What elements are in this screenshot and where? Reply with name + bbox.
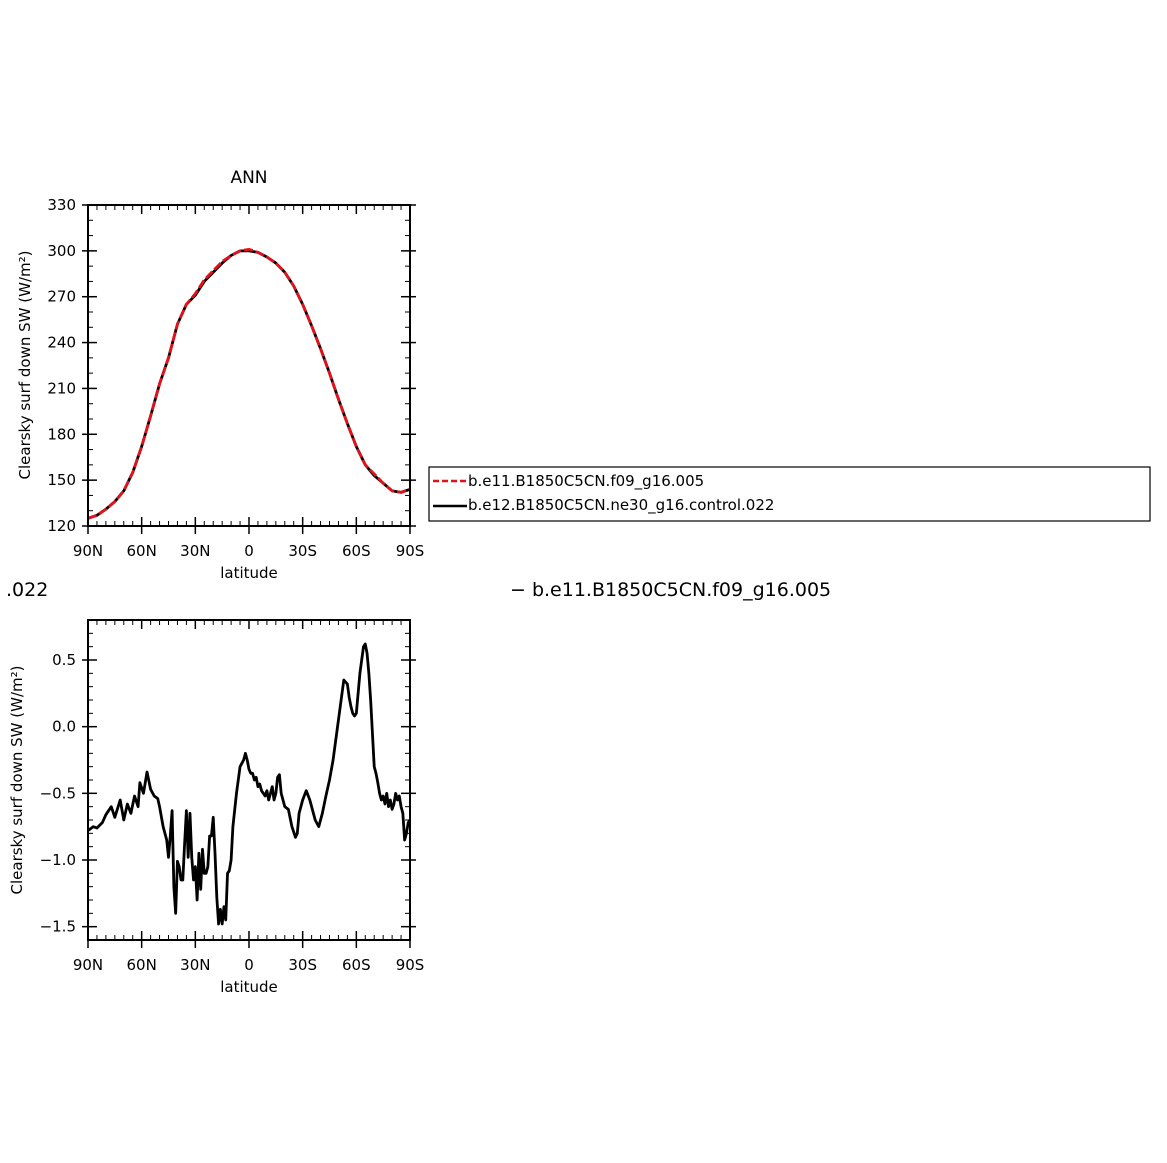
top-axes: 90N 60N 30N 0 30S 60S 90S 120 150 180 210 240 270 300… — [47, 196, 424, 560]
x-tick-label: 90N — [73, 956, 103, 974]
bottom-series-group — [87, 642, 412, 926]
fragment-right-text: − b.e11.B1850C5CN.f09_g16.005 — [510, 579, 831, 601]
top-series-group — [87, 247, 411, 520]
x-tick-label: 0 — [244, 542, 254, 560]
series-line-1 — [87, 642, 412, 926]
top-plot-frame — [87, 204, 411, 527]
y-tick-label: 240 — [47, 334, 76, 352]
x-tick-label: 60N — [127, 542, 157, 560]
y-tick-label: −1.5 — [40, 918, 76, 936]
x-tick-label: 90S — [396, 956, 425, 974]
bottom-y-axis-label: Clearsky surf down SW (W/m²) — [8, 666, 26, 895]
y-tick-label: 0.5 — [52, 651, 76, 669]
series-line-1 — [87, 247, 411, 520]
x-tick-label: 60S — [342, 956, 371, 974]
x-tick-label: 90N — [73, 542, 103, 560]
y-tick-label: 270 — [47, 288, 76, 306]
y-tick-label: 150 — [47, 471, 76, 489]
x-tick-label: 60S — [342, 542, 371, 560]
y-tick-label: −0.5 — [40, 784, 76, 802]
y-tick-label: 300 — [47, 242, 76, 260]
y-tick-label: 120 — [47, 517, 76, 535]
bottom-chart: 90N 60N 30N 0 30S 60S 90S −1.5 −1.0 −0.5 0.0 0.5 la… — [8, 619, 425, 996]
y-tick-label: 180 — [47, 425, 76, 443]
y-tick-label: 330 — [47, 196, 76, 214]
y-tick-label: 0.0 — [52, 718, 76, 736]
top-chart-title: ANN — [230, 168, 267, 188]
x-tick-label: 60N — [127, 956, 157, 974]
top-x-axis-label: latitude — [220, 564, 278, 582]
legend: b.e11.B1850C5CN.f09_g16.005 b.e12.B1850C… — [428, 466, 1151, 522]
x-tick-label: 30S — [288, 956, 317, 974]
legend-box — [428, 466, 1151, 522]
bottom-plot-frame — [87, 619, 411, 941]
legend-label-series-1: b.e11.B1850C5CN.f09_g16.005 — [468, 472, 704, 491]
top-y-axis-label: Clearsky surf down SW (W/m²) — [16, 251, 34, 480]
fragment-left-text: .022 — [6, 579, 48, 601]
y-tick-label: −1.0 — [40, 851, 76, 869]
bottom-axes: 90N 60N 30N 0 30S 60S 90S −1.5 −1.0 −0.5 0.0 0.5 — [40, 619, 425, 974]
top-chart: ANN 90N 60N 30N 0 30S 60S 90S 120 150 180 210 240 27… — [16, 168, 424, 582]
bottom-x-axis-label: latitude — [220, 978, 278, 996]
legend-label-series-2: b.e12.B1850C5CN.ne30_g16.control.022 — [468, 496, 774, 515]
x-tick-label: 90S — [396, 542, 425, 560]
series-line-2 — [87, 249, 411, 520]
x-tick-label: 30N — [180, 956, 210, 974]
y-tick-label: 210 — [47, 379, 76, 397]
x-tick-label: 30N — [180, 542, 210, 560]
x-tick-label: 30S — [288, 542, 317, 560]
x-tick-label: 0 — [244, 956, 254, 974]
